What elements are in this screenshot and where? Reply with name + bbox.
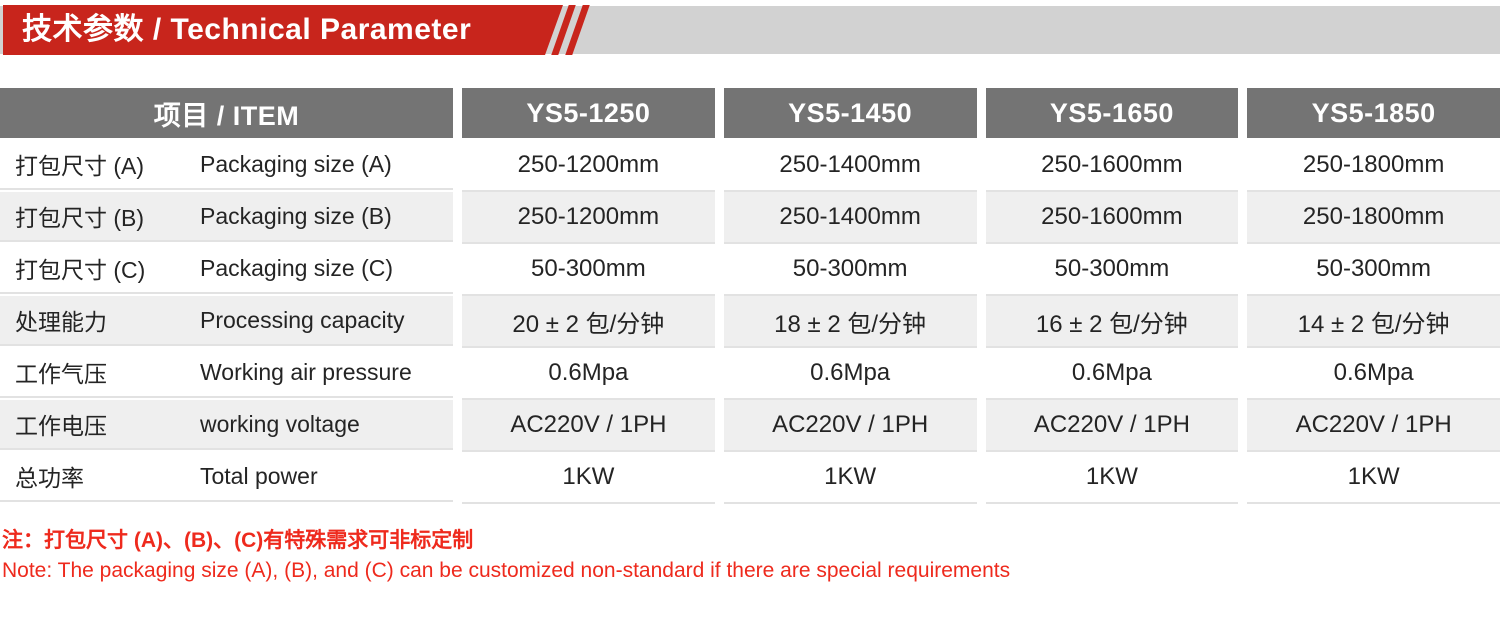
value-cell: AC220V / 1PH [723,400,977,452]
item-cell: 处理能力 Processing capacity [0,296,453,346]
value-cell: 250-1200mm [462,140,715,192]
title-banner: 技术参数 / Technical Parameter [0,5,1500,55]
column-header-model: YS5-1650 [985,88,1239,138]
value-cell: 50-300mm [723,244,977,296]
table-row: 工作气压 Working air pressure 0.6Mpa 0.6Mpa … [0,348,1500,400]
value-cell: 1KW [462,452,715,504]
table-row: 打包尺寸 (C) Packaging size (C) 50-300mm 50-… [0,244,1500,296]
value-cell: 0.6Mpa [723,348,977,400]
value-cell: 250-1800mm [1247,140,1500,192]
page-title: 技术参数 / Technical Parameter [3,5,563,55]
item-cell: 工作气压 Working air pressure [0,348,453,398]
footnote-zh: 注：打包尺寸 (A)、(B)、(C)有特殊需求可非标定制 [2,529,474,552]
table-row: 打包尺寸 (B) Packaging size (B) 250-1200mm 2… [0,192,1500,244]
item-label-en: Total power [200,462,318,489]
value-cell: AC220V / 1PH [1247,400,1500,452]
column-header-model: YS5-1450 [723,88,977,138]
value-cell: 50-300mm [1247,244,1500,296]
value-cell: 0.6Mpa [1247,348,1500,400]
item-label-zh: 总功率 [15,465,84,491]
table-header-row: 项目 / ITEM YS5-1250 YS5-1450 YS5-1650 YS5… [0,88,1500,138]
value-cell: 20 ± 2 包/分钟 [462,296,715,348]
value-cell: 18 ± 2 包/分钟 [723,296,977,348]
item-label-en: Packaging size (A) [200,150,392,177]
value-cell: 250-1800mm [1247,192,1500,244]
column-header-model: YS5-1850 [1247,88,1500,138]
value-cell: 16 ± 2 包/分钟 [985,296,1239,348]
table-row: 打包尺寸 (A) Packaging size (A) 250-1200mm 2… [0,140,1500,192]
value-cell: 250-1200mm [462,192,715,244]
item-cell: 打包尺寸 (C) Packaging size (C) [0,244,453,294]
item-cell: 打包尺寸 (A) Packaging size (A) [0,140,453,190]
value-cell: AC220V / 1PH [985,400,1239,452]
item-label-zh: 工作气压 [15,361,107,387]
value-cell: 50-300mm [985,244,1239,296]
technical-parameter-table: 项目 / ITEM YS5-1250 YS5-1450 YS5-1650 YS5… [0,88,1500,504]
item-label-zh: 处理能力 [15,309,107,335]
value-cell: 1KW [1247,452,1500,504]
item-label-zh: 打包尺寸 (B) [15,205,145,231]
item-label-zh: 打包尺寸 (A) [15,153,145,179]
table-row: 总功率 Total power 1KW 1KW 1KW 1KW [0,452,1500,504]
value-cell: 1KW [723,452,977,504]
column-header-item: 项目 / ITEM [0,88,453,138]
item-label-zh: 打包尺寸 (C) [15,257,146,283]
value-cell: 250-1600mm [985,140,1239,192]
table-row: 工作电压 working voltage AC220V / 1PH AC220V… [0,400,1500,452]
value-cell: 250-1400mm [723,140,977,192]
item-label-en: working voltage [200,410,360,437]
value-cell: 250-1400mm [723,192,977,244]
value-cell: 1KW [985,452,1239,504]
value-cell: AC220V / 1PH [462,400,715,452]
item-label-en: Working air pressure [200,358,412,385]
footnote-en: Note: The packaging size (A), (B), and (… [2,559,1011,582]
value-cell: 0.6Mpa [985,348,1239,400]
item-label-en: Packaging size (B) [200,202,392,229]
item-label-en: Processing capacity [200,306,405,333]
table-row: 处理能力 Processing capacity 20 ± 2 包/分钟 18 … [0,296,1500,348]
item-cell: 工作电压 working voltage [0,400,453,450]
footnotes: 注：打包尺寸 (A)、(B)、(C)有特殊需求可非标定制 Note: The p… [2,524,1010,583]
item-label-en: Packaging size (C) [200,254,394,281]
value-cell: 250-1600mm [985,192,1239,244]
item-cell: 总功率 Total power [0,452,453,502]
item-label-zh: 工作电压 [15,413,107,439]
value-cell: 50-300mm [462,244,715,296]
value-cell: 14 ± 2 包/分钟 [1247,296,1500,348]
value-cell: 0.6Mpa [462,348,715,400]
item-cell: 打包尺寸 (B) Packaging size (B) [0,192,453,242]
column-header-model: YS5-1250 [462,88,715,138]
